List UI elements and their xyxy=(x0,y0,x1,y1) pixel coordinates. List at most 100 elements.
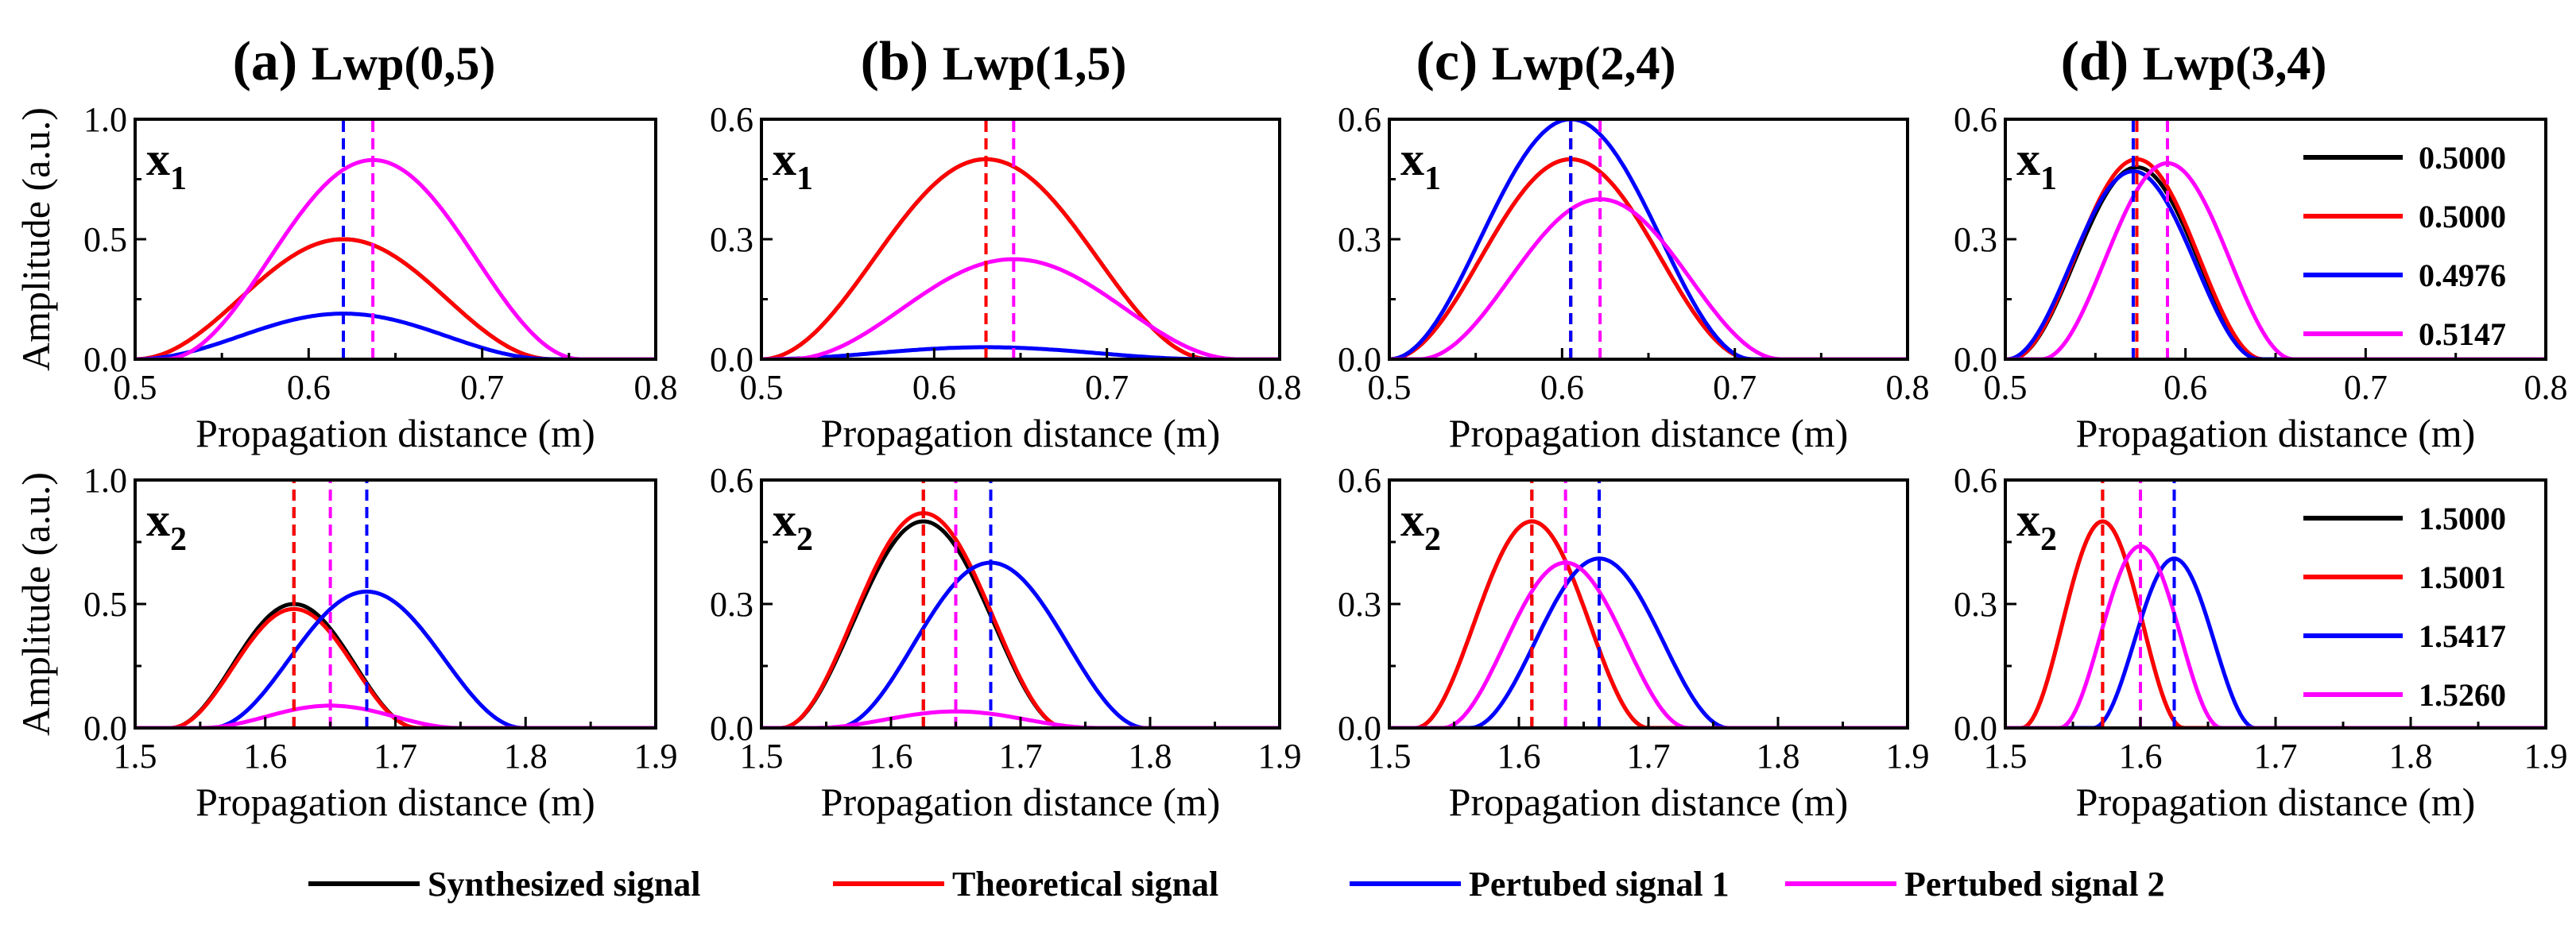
panel-name: Lwp(2,4) xyxy=(1492,37,1676,90)
x-tick-label: 1.9 xyxy=(634,737,678,776)
series-line-pertubed-signal-1 xyxy=(2005,168,2546,359)
y-tick-label: 0.3 xyxy=(710,220,753,259)
x-axis-label: Propagation distance (m) xyxy=(1449,411,1849,455)
series-line-synthesized-signal xyxy=(761,519,1280,728)
x-tick-label: 0.7 xyxy=(460,368,504,407)
x-tick-label: 1.9 xyxy=(1886,737,1930,776)
variable-subscript: 2 xyxy=(1424,521,1441,558)
series-line-theoretical-signal xyxy=(1389,519,1908,728)
x-tick-label: 1.7 xyxy=(2254,737,2298,776)
x-axis-label: Propagation distance (m) xyxy=(821,411,1221,455)
variable-label: x1 xyxy=(146,133,187,197)
series-line-pertubed-signal-1 xyxy=(1389,119,1908,359)
panel-x2-2: 1.5 1.6 1.7 1.8 1.9 0.0 0.3 0.6 x2 Propagation di… xyxy=(1338,461,1930,824)
series-line-pertubed-signal-1 xyxy=(761,560,1280,728)
y-tick-label: 0.0 xyxy=(1338,709,1381,748)
panel-label: (b) xyxy=(861,31,943,92)
variable-letter: x xyxy=(146,494,170,546)
x-tick-label: 1.5 xyxy=(114,737,157,776)
y-tick-label: 0.6 xyxy=(710,461,753,500)
variable-letter: x xyxy=(1400,494,1424,546)
x-tick-label: 1.5 xyxy=(740,737,784,776)
legend-label: Theoretical signal xyxy=(952,865,1218,904)
x-axis-label: Propagation distance (m) xyxy=(196,780,595,824)
y-tick-label: 1.0 xyxy=(83,461,127,500)
x-tick-label: 1.5 xyxy=(1984,737,2028,776)
x-tick-label: 1.6 xyxy=(870,737,913,776)
panel-x1-3: 0.5 0.6 0.7 0.8 0.0 0.3 0.6 x1 Propagation dista… xyxy=(1954,100,2568,455)
y-tick-label: 0.6 xyxy=(1954,100,1997,139)
variable-subscript: 1 xyxy=(1424,161,1441,197)
panel-label: (c) xyxy=(1416,31,1492,92)
panel-x2-1: 1.5 1.6 1.7 1.8 1.9 0.0 0.3 0.6 x2 Propagation di… xyxy=(710,461,1302,824)
x-tick-label: 1.9 xyxy=(2524,737,2568,776)
x-tick-label: 1.9 xyxy=(1258,737,1302,776)
y-tick-label: 0.3 xyxy=(710,585,753,624)
variable-letter: x xyxy=(2016,494,2040,546)
x-tick-label: 0.6 xyxy=(912,368,956,407)
y-tick-label: 0.0 xyxy=(1338,340,1381,379)
variable-subscript: 2 xyxy=(170,521,187,558)
legend-label: Pertubed signal 2 xyxy=(1904,865,2165,904)
variable-subscript: 2 xyxy=(796,521,813,558)
x-tick-label: 1.7 xyxy=(1627,737,1671,776)
legend-label: Synthesized signal xyxy=(428,865,701,904)
y-tick-label: 0.3 xyxy=(1954,220,1997,259)
x-tick-label: 0.8 xyxy=(2524,368,2568,407)
plot-area xyxy=(761,119,1280,359)
panel-label: (a) xyxy=(233,31,312,92)
x-tick-label: 0.5 xyxy=(740,368,784,407)
x-tick-label: 1.7 xyxy=(999,737,1043,776)
panel-name: Lwp(1,5) xyxy=(943,37,1127,90)
panel-titles: (a) Lwp(0,5) (b) Lwp(1,5) (c) Lwp(2,4) (d) … xyxy=(233,31,2327,92)
variable-subscript: 1 xyxy=(2040,161,2057,197)
series-line-theoretical-signal xyxy=(135,606,656,728)
x-tick-label: 0.7 xyxy=(1713,368,1757,407)
plot-area xyxy=(135,119,656,359)
axes-frame xyxy=(760,478,1281,730)
x-tick-label: 1.6 xyxy=(243,737,287,776)
series-line-synthesized-signal xyxy=(135,602,656,728)
series-line-pertubed-signal-2 xyxy=(2005,161,2546,359)
y-tick-label: 0.0 xyxy=(710,709,753,748)
variable-label: x1 xyxy=(2016,133,2057,197)
bottom-legend: Synthesized signal Theoretical signal Pert… xyxy=(308,865,2165,904)
x-tick-label: 1.8 xyxy=(1129,737,1172,776)
legend-label: Pertubed signal 1 xyxy=(1469,865,1730,904)
x-tick-label: 1.8 xyxy=(1757,737,1800,776)
plot-area xyxy=(135,480,656,728)
legend-value: 0.5000 xyxy=(2419,140,2506,176)
axes-frame xyxy=(760,118,1281,361)
variable-letter: x xyxy=(146,133,170,185)
series-line-pertubed-signal-1 xyxy=(135,589,656,728)
y-tick-label: 0.0 xyxy=(83,709,127,748)
variable-label: x2 xyxy=(1400,494,1441,558)
panel-x2-0: 1.5 1.6 1.7 1.8 1.9 0.0 0.5 1.0 x2 Propagation di… xyxy=(14,461,678,824)
x-tick-label: 0.6 xyxy=(2163,368,2207,407)
series-line-pertubed-signal-2 xyxy=(761,257,1280,359)
y-tick-label: 0.5 xyxy=(83,220,127,259)
series-line-theoretical-signal xyxy=(135,237,656,359)
y-tick-label: 0.6 xyxy=(1338,461,1381,500)
y-axis-label: Amplitude (a.u.) xyxy=(14,472,58,736)
series-line-pertubed-signal-2 xyxy=(2005,544,2546,728)
panel-title: (d) Lwp(3,4) xyxy=(2061,31,2327,92)
x-tick-label: 0.5 xyxy=(1984,368,2028,407)
series-line-pertubed-signal-2 xyxy=(1389,197,1908,359)
series-line-pertubed-signal-2 xyxy=(1389,560,1908,728)
panel-x1-1: 0.5 0.6 0.7 0.8 0.0 0.3 0.6 x1 Propagation dista… xyxy=(710,100,1302,455)
x-axis-label: Propagation distance (m) xyxy=(2076,411,2476,455)
legend-value: 1.5417 xyxy=(2419,618,2506,654)
y-tick-label: 0.6 xyxy=(710,100,753,139)
variable-label: x2 xyxy=(146,494,187,558)
x-tick-label: 0.5 xyxy=(1368,368,1412,407)
panel-title: (c) Lwp(2,4) xyxy=(1416,31,1676,92)
series-line-theoretical-signal xyxy=(2005,519,2546,728)
series-line-pertubed-signal-1 xyxy=(135,312,656,359)
variable-subscript: 1 xyxy=(170,161,187,197)
panel-label: (d) xyxy=(2061,31,2143,92)
x-tick-label: 0.8 xyxy=(1886,368,1930,407)
legend-value: 0.5147 xyxy=(2419,316,2506,352)
x-tick-label: 0.6 xyxy=(1540,368,1584,407)
